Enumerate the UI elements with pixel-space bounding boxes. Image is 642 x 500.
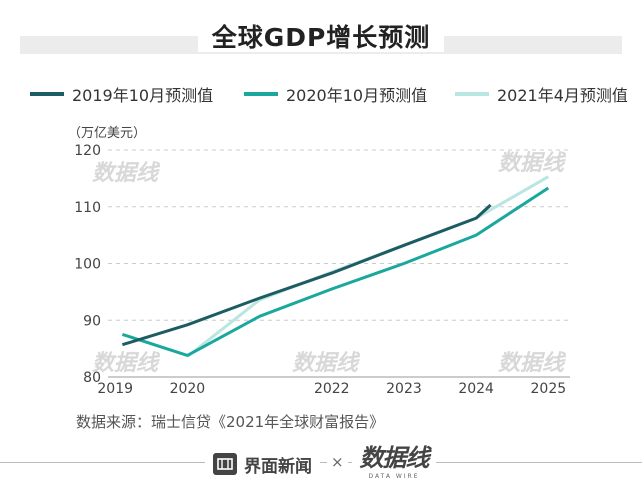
legend-label-2020: 2020年10月预测值: [286, 86, 428, 105]
x-tick-label-2019: 2019: [97, 381, 133, 397]
series-line-0: [121, 203, 492, 347]
source-note: 数据来源：瑞士信贷《2021年全球财富报告》: [76, 413, 385, 431]
x-tick-label-2024: 2024: [458, 381, 494, 397]
legend-item-2019: 2019年10月预测值: [30, 82, 213, 106]
watermark-4: 数据线: [498, 351, 567, 376]
brand-jiemian: 界面新闻: [205, 449, 320, 479]
series-line-1: [121, 186, 550, 357]
x-tick-label-2020: 2020: [170, 381, 206, 397]
legend-swatch-2020: [244, 92, 278, 96]
legend: 2019年10月预测值 2020年10月预测值 2021年4月预测值: [0, 82, 642, 106]
y-tick-label-100: 100: [74, 257, 101, 273]
legend-label-2019: 2019年10月预测值: [72, 86, 214, 105]
legend-label-2021: 2021年4月预测值: [497, 86, 628, 105]
brand-datawire: 数据线 DATA WIRE: [352, 443, 436, 483]
y-tick-label-80: 80: [83, 370, 101, 386]
x-tick-labels: 2019 2020 2022 2023 2024 2025: [97, 381, 566, 397]
watermark-3: 数据线: [92, 351, 161, 376]
chart-title: 全球GDP增长预测: [0, 18, 642, 54]
y-tick-label-110: 110: [74, 200, 101, 216]
series-line-2: [186, 175, 550, 358]
watermark-2: 数据线: [292, 351, 361, 376]
footer-divider: [0, 462, 642, 463]
brand-jiemian-text: 界面新闻: [244, 456, 312, 477]
y-tick-label-120: 120: [74, 143, 101, 159]
jiemian-logo-icon: [213, 453, 237, 475]
watermark-0: 数据线: [92, 161, 161, 186]
footer: 界面新闻 × 数据线 DATA WIRE: [0, 443, 642, 483]
legend-item-2021: 2021年4月预测值: [455, 82, 628, 106]
x-tick-label-2025: 2025: [531, 381, 567, 397]
legend-swatch-2019: [30, 92, 64, 96]
legend-swatch-2021: [455, 92, 489, 96]
x-tick-label-2022: 2022: [314, 381, 350, 397]
chart-title-text: 全球GDP增长预测: [197, 23, 445, 52]
brand-separator: ×: [327, 453, 348, 471]
series-lines: [121, 175, 550, 358]
brand-datawire-logo: 数据线: [359, 444, 430, 472]
watermark-1: 数据线: [498, 151, 567, 176]
legend-item-2020: 2020年10月预测值: [244, 82, 427, 106]
y-axis-unit-label: （万亿美元）: [68, 126, 147, 141]
grid: [108, 149, 570, 378]
brand-datawire-sub: DATA WIRE: [368, 473, 420, 480]
y-tick-label-90: 90: [83, 313, 101, 329]
x-tick-label-2023: 2023: [386, 381, 422, 397]
y-tick-labels: 80 90 100 110 120: [74, 143, 101, 386]
